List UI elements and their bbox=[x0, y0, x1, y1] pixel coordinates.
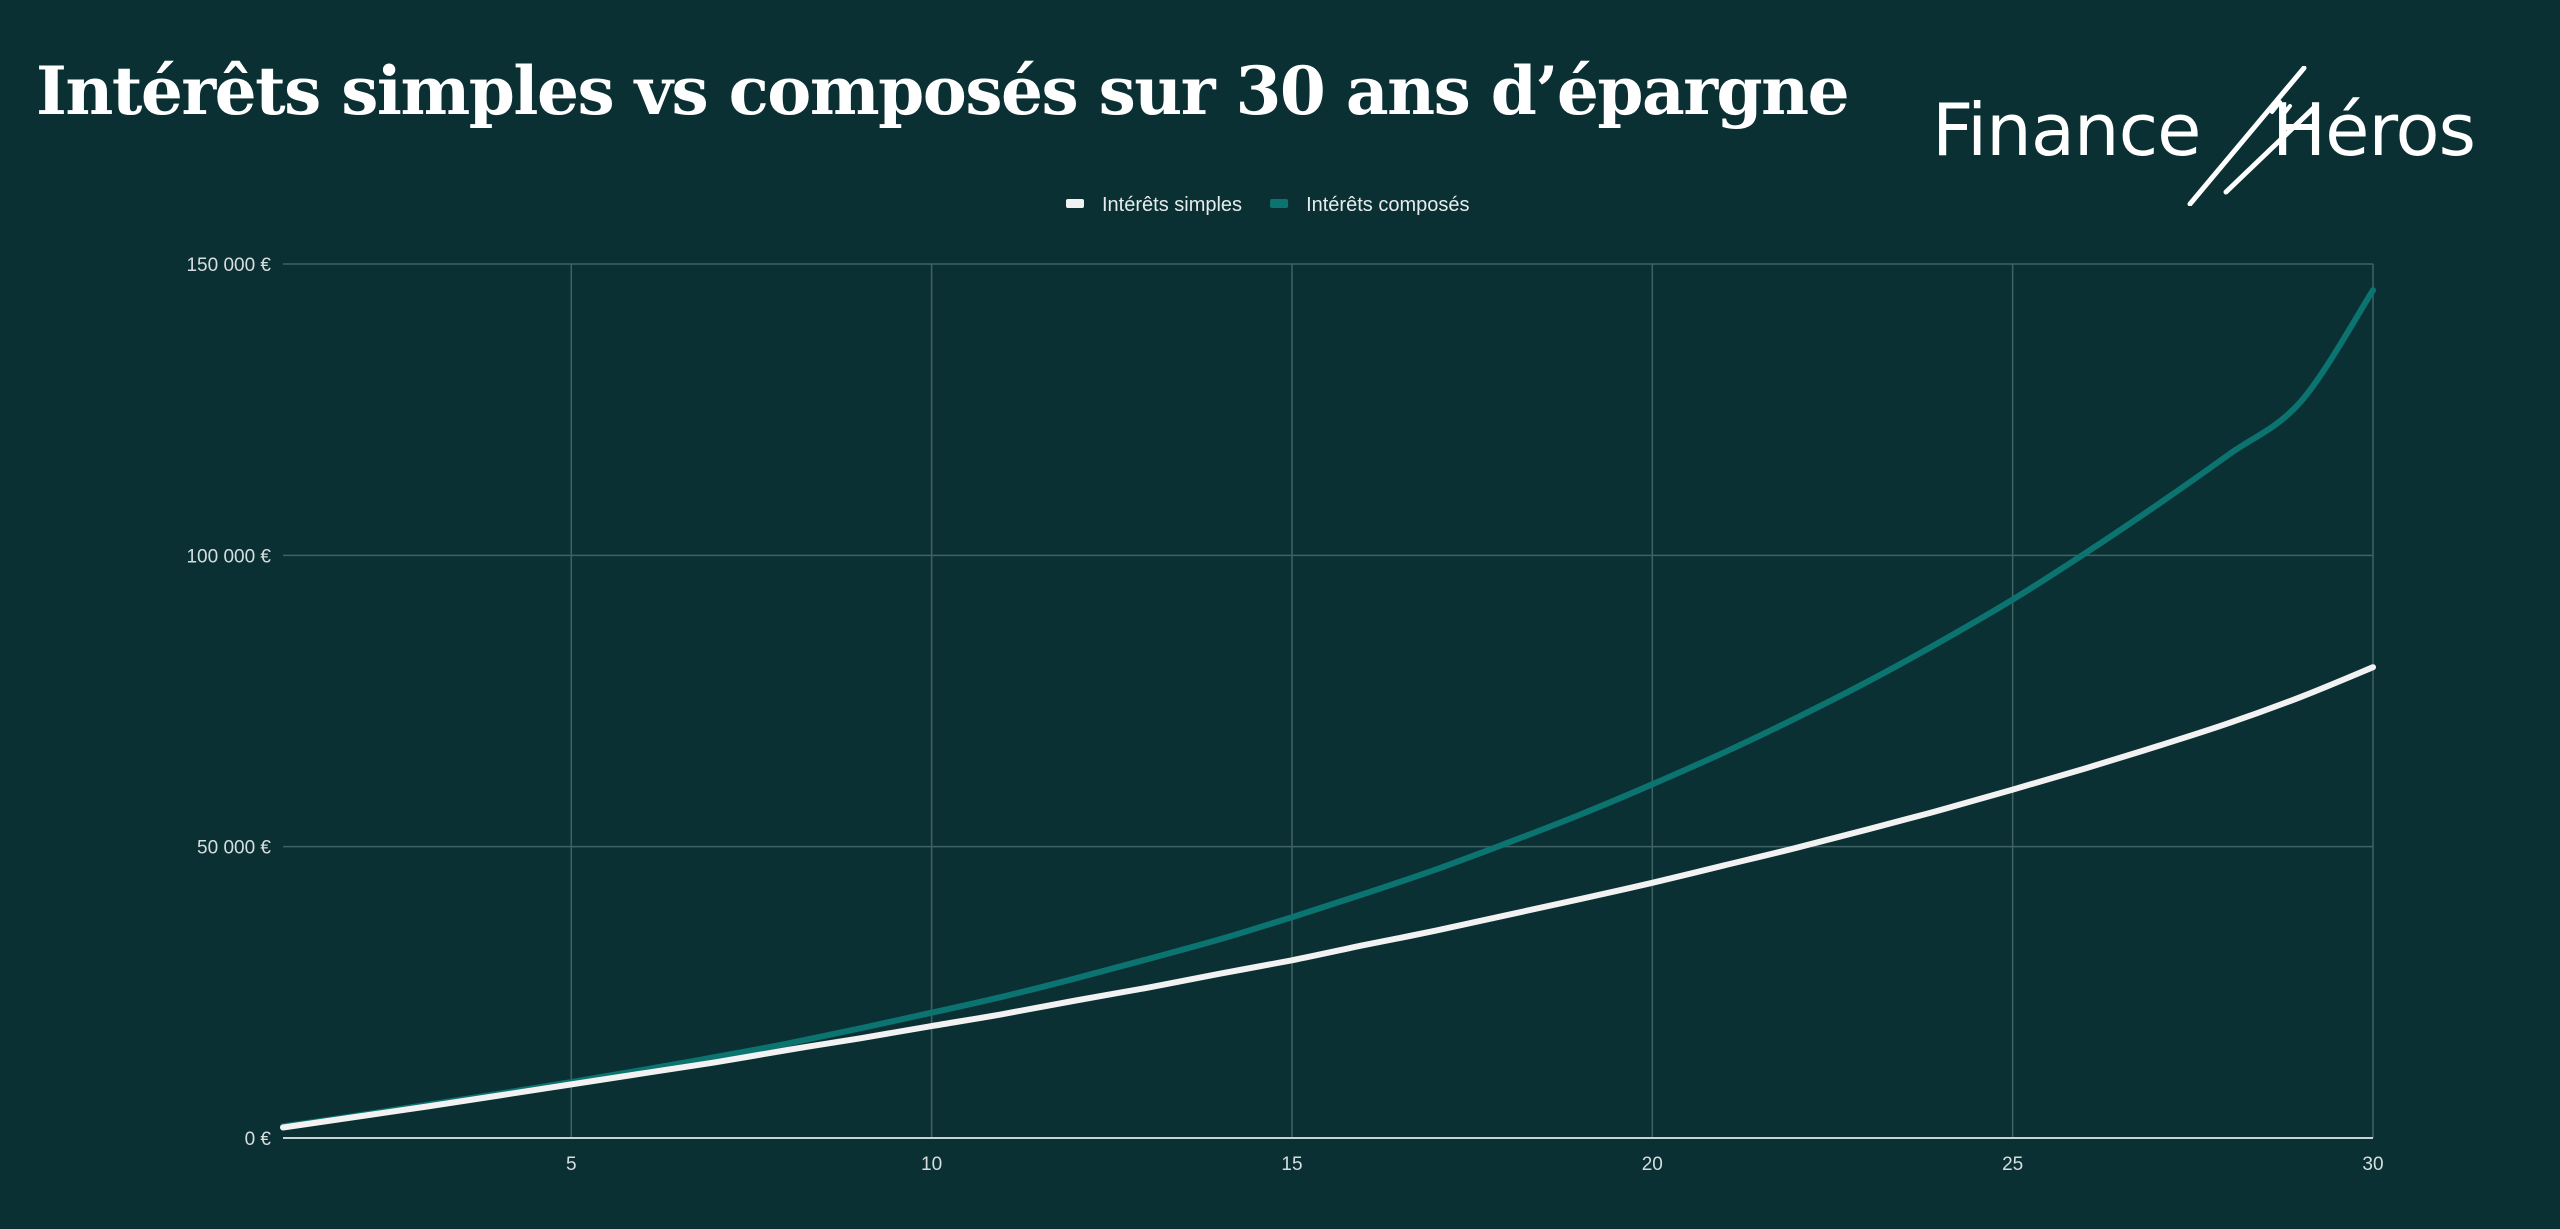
x-tick-label: 5 bbox=[566, 1154, 577, 1175]
x-tick-label: 15 bbox=[1281, 1154, 1302, 1175]
y-tick-label: 150 000 € bbox=[186, 255, 271, 276]
double-slash-logo-icon bbox=[2187, 66, 2316, 206]
legend-swatch-compound bbox=[1270, 199, 1289, 208]
y-tick-label: 0 € bbox=[245, 1129, 272, 1150]
x-tick-label: 20 bbox=[1642, 1154, 1663, 1175]
logo-word-finance: Finance bbox=[1932, 88, 2201, 172]
page-title: Intérêts simples vs composés sur 30 ans … bbox=[36, 52, 1850, 130]
series-line-compound bbox=[280, 287, 2376, 1130]
x-tick-label: 30 bbox=[2362, 1154, 2383, 1175]
x-tick-label: 25 bbox=[2002, 1154, 2023, 1175]
logo-word-heros: Héros bbox=[2272, 88, 2476, 172]
axis-layer: 0 € 50 000 € 100 000 € 150 000 € 5 10 15 20 25 30 bbox=[186, 255, 2383, 1175]
series-layer bbox=[280, 287, 2376, 1131]
finance-heros-logo: Finance Héros bbox=[1928, 66, 2488, 206]
legend-swatch-simple bbox=[1066, 199, 1084, 208]
y-tick-label: 50 000 € bbox=[197, 838, 271, 859]
chart-legend: Intérêts simples Intérêts composés bbox=[1066, 194, 1469, 216]
series-line-simple bbox=[280, 664, 2376, 1131]
legend-label-simple: Intérêts simples bbox=[1102, 194, 1242, 216]
y-tick-label: 100 000 € bbox=[186, 546, 271, 567]
grid-layer bbox=[283, 263, 2374, 1138]
legend-label-compound: Intérêts composés bbox=[1306, 194, 1469, 216]
x-tick-label: 10 bbox=[921, 1154, 942, 1175]
